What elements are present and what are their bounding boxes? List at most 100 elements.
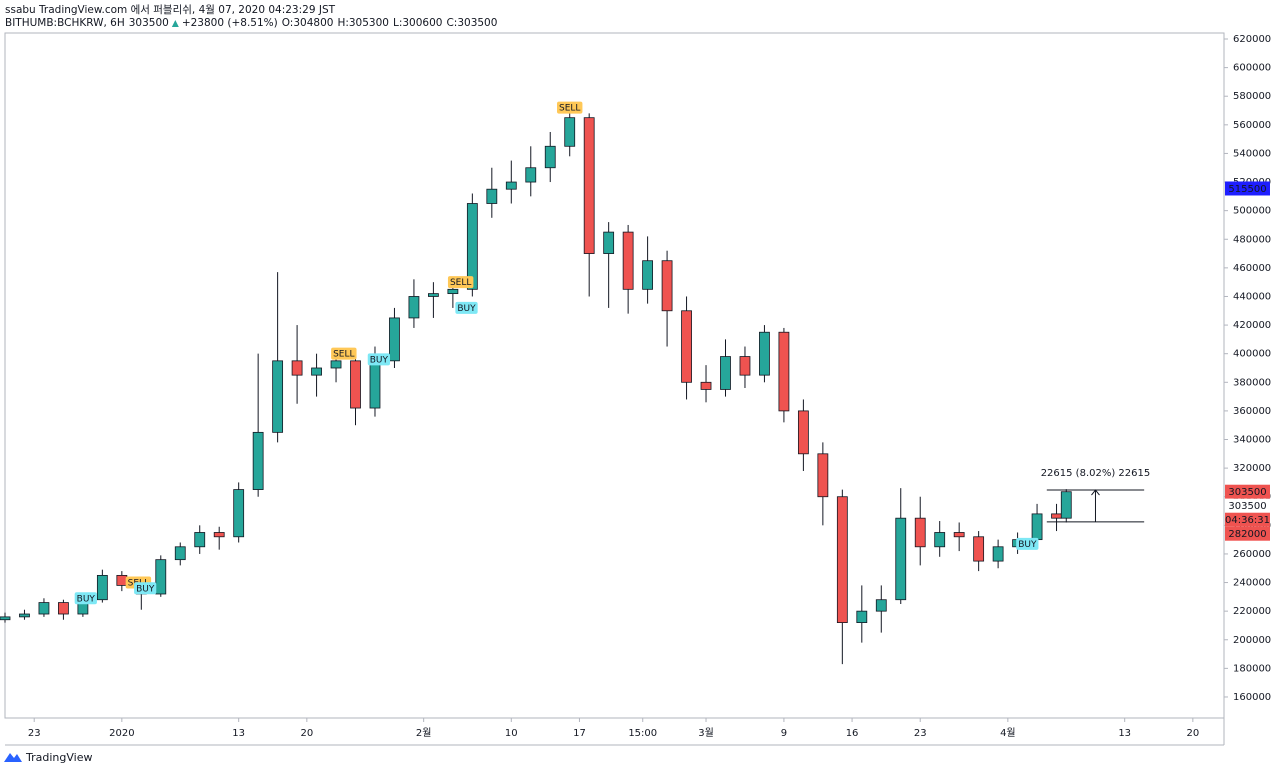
ohlc-value: 305300: [349, 17, 389, 29]
x-tick-label: 4월: [1000, 727, 1016, 739]
candle-body: [389, 317, 400, 362]
candle-body: [272, 360, 284, 433]
price-label-box: [1225, 512, 1270, 527]
candle-body: [447, 288, 459, 295]
signal-box: [134, 582, 157, 595]
signal-label: BUY: [77, 594, 96, 604]
signal: BUY: [134, 582, 157, 595]
y-tick-label: 340000: [1233, 435, 1271, 446]
brand-logo: [4, 753, 22, 762]
y-tick-label: 600000: [1233, 63, 1271, 74]
price-label: 04:36:31: [1225, 515, 1270, 526]
x-tick-label: 20: [300, 728, 313, 739]
y-tick-label: 380000: [1233, 377, 1271, 388]
candle-body: [466, 203, 478, 290]
candle-body: [350, 360, 361, 409]
y-tick-label: 620000: [1233, 34, 1271, 45]
candle-body: [19, 613, 30, 618]
price-label-box: [1225, 526, 1270, 541]
ohlc-value: 300600: [402, 17, 442, 29]
candle-body: [583, 117, 595, 254]
last-price: 303500: [129, 17, 169, 29]
signal-label: BUY: [370, 355, 389, 365]
price-label-box: [1225, 498, 1270, 513]
signal-box: [74, 592, 97, 605]
signal-box: [1016, 537, 1039, 550]
symbol: BITHUMB:BCHKRW, 6H: [5, 17, 125, 29]
candle-body: [817, 453, 829, 498]
y-tick-label: 540000: [1233, 148, 1271, 159]
ohlc-key: C:: [446, 17, 457, 29]
candle-body: [661, 260, 673, 312]
candle-body: [642, 260, 654, 290]
candle-body: [856, 610, 868, 623]
signal: BUY: [1016, 537, 1039, 550]
candle-body: [564, 117, 576, 147]
candle-body: [116, 574, 128, 586]
y-tick-label: 200000: [1233, 635, 1271, 646]
price-label: 303500: [1228, 501, 1266, 512]
candle-body: [797, 410, 809, 455]
signal-label: SELL: [450, 278, 471, 288]
x-tick-label: 16: [846, 728, 859, 739]
x-tick-label: 9: [781, 728, 787, 739]
change-arrow: [171, 20, 179, 27]
y-tick-label: 500000: [1233, 206, 1271, 217]
signal: BUY: [367, 353, 391, 366]
price-label-box: [1225, 181, 1270, 196]
x-tick-label: 23: [28, 728, 41, 739]
signal-box: [556, 101, 583, 114]
x-tick-label: 23: [914, 728, 927, 739]
signal: SELL: [331, 347, 357, 360]
signal: SELL: [556, 101, 583, 114]
candle-body: [369, 360, 381, 409]
brand: TradingView: [25, 751, 92, 764]
candle-body: [0, 616, 11, 621]
x-tick-label: 13: [1118, 728, 1131, 739]
signal-label: BUY: [1018, 540, 1037, 550]
signal-box: [455, 301, 478, 314]
candle-body: [96, 574, 108, 601]
change: +23800 (+8.51%): [182, 17, 278, 29]
y-tick-label: 400000: [1233, 349, 1271, 360]
ohlc-value: 303500: [457, 17, 497, 29]
candle-body: [408, 296, 420, 319]
candle-body: [622, 231, 634, 290]
candle-body: [700, 381, 712, 390]
signal-label: SELL: [559, 104, 580, 114]
candle-body: [311, 367, 322, 376]
candle-body: [720, 356, 731, 390]
y-tick-label: 240000: [1233, 578, 1271, 589]
candle-body: [155, 559, 167, 595]
x-tick-label: 13: [232, 728, 245, 739]
y-tick-label: 440000: [1233, 291, 1271, 302]
candle-body: [739, 356, 751, 376]
signal-label: BUY: [136, 584, 155, 594]
candle-body: [895, 517, 907, 601]
signal-box: [367, 353, 391, 366]
x-tick-label: 10: [505, 728, 518, 739]
x-tick-label: 2월: [416, 727, 432, 739]
candle-body: [778, 331, 790, 412]
signal-label: SELL: [333, 350, 354, 360]
price-label: 303500: [1228, 487, 1266, 498]
y-tick-label: 160000: [1233, 692, 1271, 703]
candle-body: [194, 532, 206, 548]
y-tick-label: 580000: [1233, 91, 1271, 102]
candle-body: [486, 188, 498, 204]
price-label: 282000: [1228, 529, 1266, 540]
signal: SELL: [447, 276, 474, 289]
publisher: ssabu TradingView.com 에서 퍼블리쉬, 4월 07, 20…: [5, 4, 336, 16]
candle-body: [759, 331, 770, 376]
ohlc-key: H:: [337, 17, 348, 29]
y-tick-label: 420000: [1233, 320, 1271, 331]
x-tick-label: 3월: [698, 727, 714, 739]
legend: BITHUMB:BCHKRW, 6H 303500 +23800 (+8.51%) O…: [5, 17, 497, 29]
ohlc-key: O:: [282, 17, 294, 29]
price-label-box: [1225, 484, 1270, 499]
signal-box: [331, 347, 357, 360]
y-tick-label: 320000: [1233, 463, 1271, 474]
candle-body: [681, 310, 692, 383]
signal: BUY: [74, 592, 97, 605]
